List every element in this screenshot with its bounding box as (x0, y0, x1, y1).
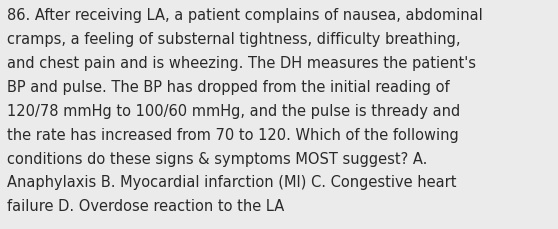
Text: BP and pulse. The BP has dropped from the initial reading of: BP and pulse. The BP has dropped from th… (7, 79, 450, 94)
Text: Anaphylaxis B. Myocardial infarction (MI) C. Congestive heart: Anaphylaxis B. Myocardial infarction (MI… (7, 175, 457, 190)
Text: cramps, a feeling of substernal tightness, difficulty breathing,: cramps, a feeling of substernal tightnes… (7, 32, 461, 47)
Text: conditions do these signs & symptoms MOST suggest? A.: conditions do these signs & symptoms MOS… (7, 151, 427, 166)
Text: and chest pain and is wheezing. The DH measures the patient's: and chest pain and is wheezing. The DH m… (7, 56, 477, 71)
Text: the rate has increased from 70 to 120. Which of the following: the rate has increased from 70 to 120. W… (7, 127, 459, 142)
Text: 120/78 mmHg to 100/60 mmHg, and the pulse is thready and: 120/78 mmHg to 100/60 mmHg, and the puls… (7, 103, 460, 118)
Text: 86. After receiving LA, a patient complains of nausea, abdominal: 86. After receiving LA, a patient compla… (7, 8, 483, 23)
Text: failure D. Overdose reaction to the LA: failure D. Overdose reaction to the LA (7, 199, 285, 213)
